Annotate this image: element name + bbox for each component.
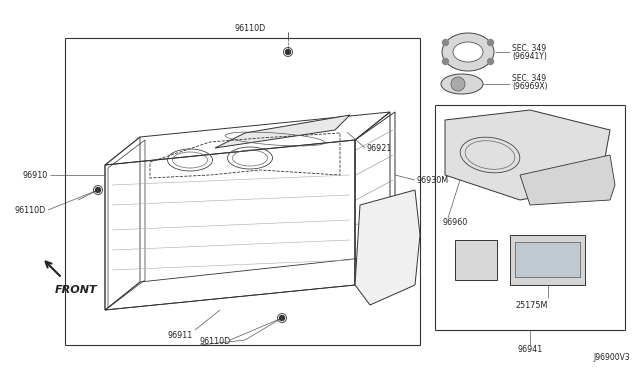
Bar — [515, 242, 580, 277]
Circle shape — [488, 58, 493, 64]
Text: (96969X): (96969X) — [512, 81, 548, 90]
Polygon shape — [520, 155, 615, 205]
Bar — [455, 240, 497, 280]
Polygon shape — [355, 190, 420, 305]
Text: 96110D: 96110D — [15, 205, 46, 215]
Ellipse shape — [442, 33, 494, 71]
Text: 96930M: 96930M — [417, 176, 449, 185]
Text: FRONT: FRONT — [55, 285, 98, 295]
Circle shape — [451, 77, 465, 91]
Text: 96910: 96910 — [23, 170, 48, 180]
Text: SEC. 349: SEC. 349 — [512, 74, 546, 83]
Text: (96941Y): (96941Y) — [512, 51, 547, 61]
Text: J96900V3: J96900V3 — [593, 353, 630, 362]
Circle shape — [442, 58, 449, 64]
Text: 25175M: 25175M — [515, 301, 547, 310]
Text: 96960: 96960 — [443, 218, 468, 227]
Text: 96941+A: 96941+A — [456, 257, 493, 266]
Ellipse shape — [453, 42, 483, 62]
Circle shape — [285, 49, 291, 55]
Circle shape — [95, 187, 100, 192]
Text: 96941: 96941 — [517, 346, 543, 355]
Text: 96110D: 96110D — [200, 337, 230, 346]
Bar — [510, 235, 585, 285]
Polygon shape — [445, 110, 610, 200]
Ellipse shape — [441, 74, 483, 94]
Text: 96911: 96911 — [168, 330, 193, 340]
Circle shape — [488, 39, 493, 45]
Text: 96921: 96921 — [367, 144, 392, 153]
Circle shape — [442, 39, 449, 45]
Text: 96110D: 96110D — [234, 23, 266, 32]
Polygon shape — [215, 115, 350, 148]
Text: SEC. 349: SEC. 349 — [512, 44, 546, 52]
Circle shape — [280, 315, 285, 321]
